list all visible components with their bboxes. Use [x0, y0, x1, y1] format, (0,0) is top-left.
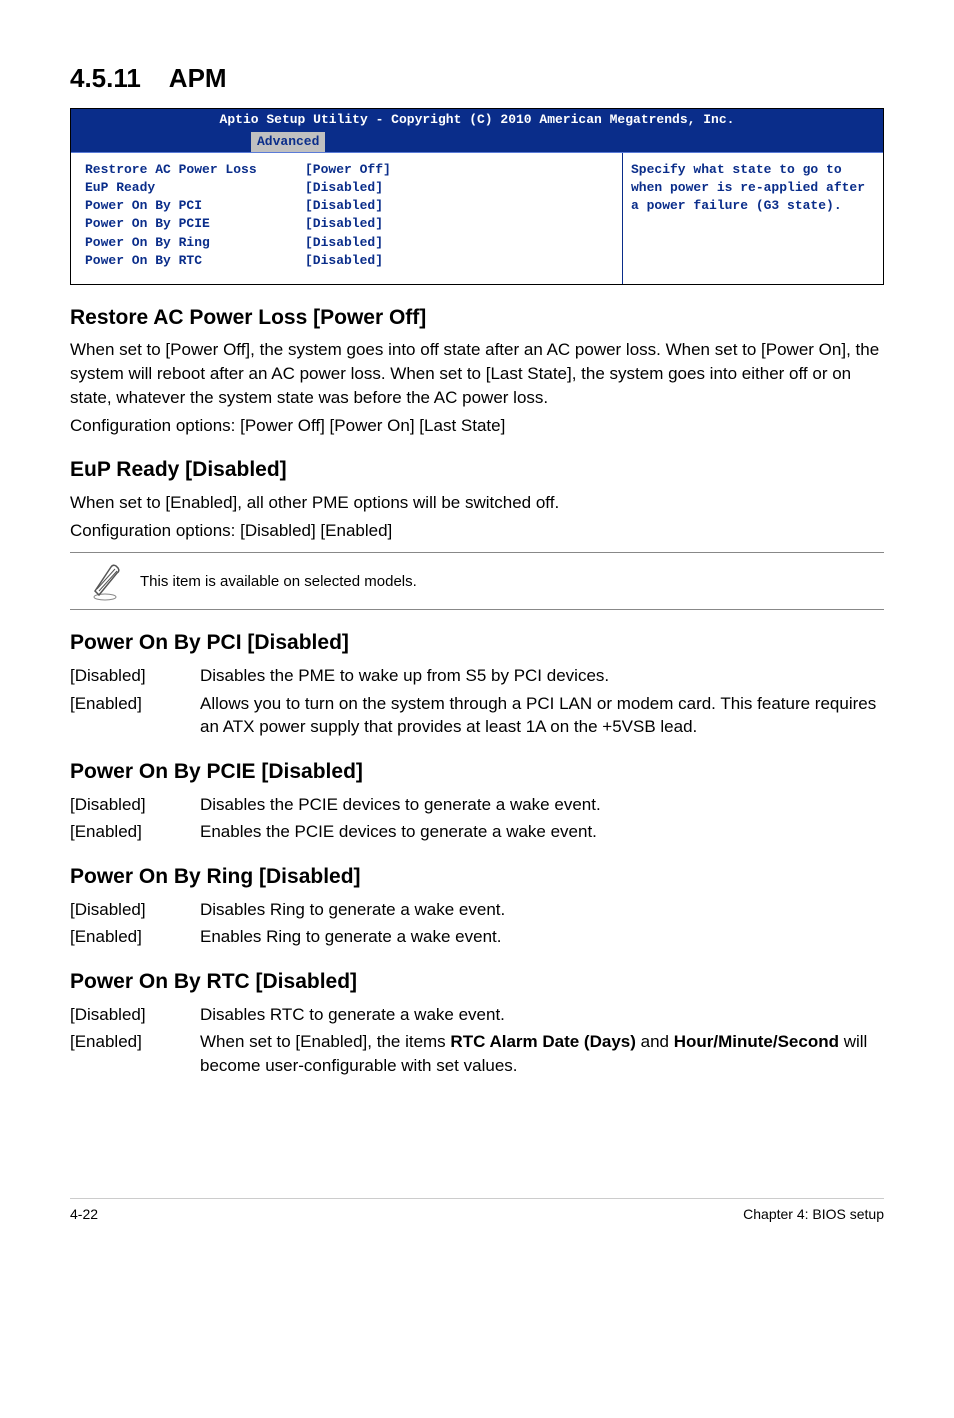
option-row: [Disabled] Disables Ring to generate a w… — [70, 898, 884, 922]
pencil-icon — [70, 561, 140, 601]
section-title: APM — [169, 63, 227, 93]
bios-screenshot: Aptio Setup Utility - Copyright (C) 2010… — [70, 108, 884, 285]
pci-heading: Power On By PCI [Disabled] — [70, 628, 884, 657]
bios-header: Aptio Setup Utility - Copyright (C) 2010… — [71, 109, 883, 152]
restore-body: When set to [Power Off], the system goes… — [70, 338, 884, 409]
pcie-heading: Power On By PCIE [Disabled] — [70, 757, 884, 786]
bios-row: EuP Ready[Disabled] — [85, 179, 612, 197]
option-value: Enables the PCIE devices to generate a w… — [200, 820, 884, 844]
option-key: [Enabled] — [70, 692, 200, 740]
rtc-heading: Power On By RTC [Disabled] — [70, 967, 884, 996]
option-value: Disables the PCIE devices to generate a … — [200, 793, 884, 817]
option-key: [Enabled] — [70, 820, 200, 844]
bios-row: Power On By PCIE[Disabled] — [85, 215, 612, 233]
bios-settings-pane: Restrore AC Power Loss[Power Off] EuP Re… — [71, 153, 623, 284]
option-key: [Enabled] — [70, 925, 200, 949]
restore-config: Configuration options: [Power Off] [Powe… — [70, 414, 884, 438]
ring-heading: Power On By Ring [Disabled] — [70, 862, 884, 891]
page-footer: 4-22 Chapter 4: BIOS setup — [70, 1198, 884, 1225]
option-key: [Disabled] — [70, 664, 200, 688]
bios-header-text: Aptio Setup Utility - Copyright (C) 2010… — [71, 111, 883, 129]
option-value: Disables the PME to wake up from S5 by P… — [200, 664, 884, 688]
section-heading: 4.5.11 APM — [70, 60, 884, 96]
restore-heading: Restore AC Power Loss [Power Off] — [70, 303, 884, 332]
option-key: [Disabled] — [70, 793, 200, 817]
note-text: This item is available on selected model… — [140, 571, 884, 592]
bios-help-pane: Specify what state to go to when power i… — [623, 153, 883, 284]
note-callout: This item is available on selected model… — [70, 552, 884, 610]
option-value: Allows you to turn on the system through… — [200, 692, 884, 740]
eup-config: Configuration options: [Disabled] [Enabl… — [70, 519, 884, 543]
section-number: 4.5.11 — [70, 63, 141, 93]
bios-row: Restrore AC Power Loss[Power Off] — [85, 161, 612, 179]
option-value: Disables Ring to generate a wake event. — [200, 898, 884, 922]
eup-body: When set to [Enabled], all other PME opt… — [70, 491, 884, 515]
page-number: 4-22 — [70, 1205, 98, 1225]
chapter-label: Chapter 4: BIOS setup — [743, 1205, 884, 1225]
option-row: [Enabled] Enables the PCIE devices to ge… — [70, 820, 884, 844]
eup-heading: EuP Ready [Disabled] — [70, 455, 884, 484]
option-row: [Disabled] Disables RTC to generate a wa… — [70, 1003, 884, 1027]
option-key: [Disabled] — [70, 898, 200, 922]
option-row: [Disabled] Disables the PCIE devices to … — [70, 793, 884, 817]
option-row: [Enabled] When set to [Enabled], the ite… — [70, 1030, 884, 1078]
option-row: [Disabled] Disables the PME to wake up f… — [70, 664, 884, 688]
bios-row: Power On By PCI[Disabled] — [85, 197, 612, 215]
option-value: When set to [Enabled], the items RTC Ala… — [200, 1030, 884, 1078]
bios-tab-advanced: Advanced — [251, 132, 325, 152]
option-row: [Enabled] Enables Ring to generate a wak… — [70, 925, 884, 949]
option-value: Disables RTC to generate a wake event. — [200, 1003, 884, 1027]
bios-help-text: Specify what state to go to when power i… — [631, 161, 875, 216]
option-key: [Enabled] — [70, 1030, 200, 1078]
option-row: [Enabled] Allows you to turn on the syst… — [70, 692, 884, 740]
option-value: Enables Ring to generate a wake event. — [200, 925, 884, 949]
option-key: [Disabled] — [70, 1003, 200, 1027]
bios-row: Power On By RTC[Disabled] — [85, 252, 612, 270]
bios-row: Power On By Ring[Disabled] — [85, 234, 612, 252]
